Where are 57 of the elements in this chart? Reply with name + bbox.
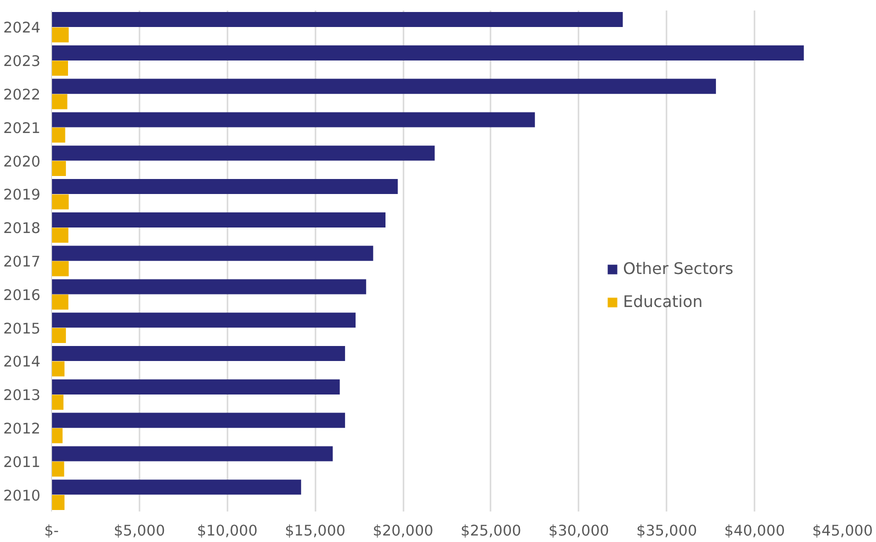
y-tick-label: 2015 xyxy=(3,320,41,338)
bar xyxy=(52,361,65,376)
bar xyxy=(52,60,68,76)
bar xyxy=(52,480,302,495)
bar xyxy=(52,494,65,510)
bar xyxy=(52,78,716,94)
bar xyxy=(52,12,623,28)
y-tick-label: 2024 xyxy=(3,20,41,37)
y-tick-label: 2014 xyxy=(3,354,41,371)
y-tick-label: 2012 xyxy=(3,420,41,438)
bar xyxy=(52,446,333,462)
bar xyxy=(52,328,66,344)
x-tick-label: $10,000 xyxy=(196,522,258,540)
bar xyxy=(52,412,346,428)
bar xyxy=(52,246,374,261)
legend-label: Education xyxy=(623,292,703,311)
y-tick-label: 2016 xyxy=(3,286,41,304)
legend-label: Other Sectors xyxy=(623,259,734,278)
y-tick-label: 2018 xyxy=(3,220,41,238)
bar xyxy=(52,128,66,143)
x-tick-label: $25,000 xyxy=(460,522,522,540)
bar xyxy=(52,27,69,42)
bar xyxy=(52,178,398,194)
bar xyxy=(52,294,68,310)
bar xyxy=(52,94,68,110)
bar xyxy=(52,45,804,60)
x-tick-label: $40,000 xyxy=(724,522,785,540)
x-tick-label: $45,000 xyxy=(812,522,873,540)
y-tick-label: 2023 xyxy=(3,53,41,70)
bar xyxy=(52,279,366,294)
bar xyxy=(52,112,535,128)
bar xyxy=(52,428,63,444)
bar xyxy=(52,379,340,394)
x-tick-label: $15,000 xyxy=(284,522,346,540)
bar xyxy=(52,312,356,328)
x-tick-label: $35,000 xyxy=(636,522,698,540)
x-tick-label: $- xyxy=(44,522,59,540)
bar xyxy=(52,160,66,176)
bar xyxy=(52,146,435,161)
x-tick-label: $30,000 xyxy=(548,522,610,540)
y-tick-label: 2013 xyxy=(3,387,41,404)
x-tick-label: $5,000 xyxy=(114,522,166,540)
bar xyxy=(52,462,64,477)
bar xyxy=(52,346,346,362)
y-tick-label: 2019 xyxy=(3,186,41,204)
bar xyxy=(52,194,69,210)
bar xyxy=(52,394,64,410)
y-tick-label: 2010 xyxy=(3,487,41,504)
bar xyxy=(52,261,69,276)
y-tick-label: 2022 xyxy=(3,86,41,104)
bar xyxy=(52,212,386,228)
y-tick-label: 2021 xyxy=(3,120,41,137)
x-tick-label: $20,000 xyxy=(372,522,434,540)
y-tick-label: 2017 xyxy=(3,254,41,270)
y-tick-label: 2011 xyxy=(3,454,41,471)
y-tick-label: 2020 xyxy=(3,153,41,170)
bar xyxy=(52,228,68,243)
